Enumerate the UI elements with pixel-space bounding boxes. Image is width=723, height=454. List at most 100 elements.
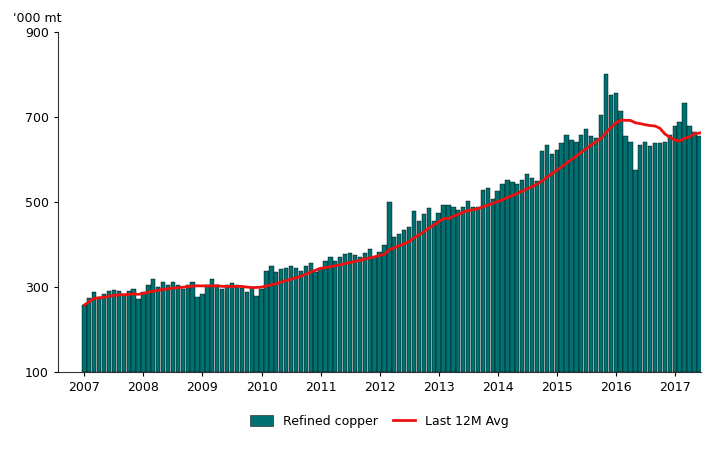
Bar [520, 180, 524, 372]
Bar [466, 201, 470, 372]
Bar [333, 261, 338, 372]
Bar [471, 207, 475, 372]
Bar [239, 288, 244, 372]
Bar [186, 285, 190, 372]
Bar [437, 212, 441, 372]
Bar [127, 291, 131, 372]
Bar [367, 249, 372, 372]
Bar [638, 144, 643, 372]
Bar [348, 253, 352, 372]
Bar [589, 136, 594, 372]
Text: '000 mt: '000 mt [13, 12, 61, 25]
Bar [604, 74, 608, 372]
Bar [254, 296, 259, 372]
Bar [584, 129, 589, 372]
Bar [688, 126, 692, 372]
Bar [461, 207, 466, 372]
Bar [343, 254, 347, 372]
Bar [594, 138, 598, 372]
Bar [318, 268, 322, 372]
Bar [121, 294, 126, 372]
Bar [97, 296, 101, 372]
Bar [220, 289, 224, 372]
Bar [416, 221, 421, 372]
Bar [392, 237, 396, 372]
Bar [717, 110, 721, 372]
Bar [683, 103, 687, 372]
Bar [505, 180, 510, 372]
Bar [314, 272, 318, 372]
Bar [269, 266, 273, 372]
Bar [249, 288, 254, 372]
Bar [540, 151, 544, 372]
Bar [422, 214, 426, 372]
Bar [382, 246, 387, 372]
Bar [692, 132, 696, 372]
Bar [648, 146, 652, 372]
Bar [195, 296, 200, 372]
Bar [338, 257, 343, 372]
Bar [87, 298, 92, 372]
Bar [672, 126, 677, 372]
Bar [579, 135, 583, 372]
Bar [628, 142, 633, 372]
Bar [176, 285, 180, 372]
Bar [102, 294, 106, 372]
Bar [515, 184, 520, 372]
Bar [574, 142, 578, 372]
Bar [614, 94, 618, 372]
Bar [677, 122, 682, 372]
Bar [116, 291, 121, 372]
Bar [235, 286, 239, 372]
Bar [427, 207, 431, 372]
Bar [289, 266, 294, 372]
Bar [161, 282, 166, 372]
Bar [500, 184, 505, 372]
Bar [569, 140, 573, 372]
Bar [432, 221, 436, 372]
Bar [171, 282, 175, 372]
Bar [599, 115, 603, 372]
Bar [565, 135, 569, 372]
Bar [230, 283, 234, 372]
Bar [451, 207, 455, 372]
Bar [623, 136, 628, 372]
Bar [560, 143, 564, 372]
Bar [446, 205, 450, 372]
Bar [151, 280, 155, 372]
Bar [722, 109, 723, 372]
Bar [702, 132, 706, 372]
Bar [112, 290, 116, 372]
Bar [190, 282, 194, 372]
Legend: Refined copper, Last 12M Avg: Refined copper, Last 12M Avg [244, 409, 515, 434]
Bar [495, 191, 500, 372]
Bar [402, 230, 406, 372]
Bar [244, 292, 249, 372]
Bar [284, 268, 288, 372]
Bar [328, 257, 333, 372]
Bar [82, 305, 87, 372]
Bar [304, 266, 308, 372]
Bar [92, 292, 96, 372]
Bar [137, 299, 141, 372]
Bar [388, 202, 392, 372]
Bar [530, 178, 534, 372]
Bar [667, 135, 672, 372]
Bar [549, 154, 554, 372]
Bar [210, 280, 215, 372]
Bar [260, 289, 264, 372]
Bar [535, 181, 539, 372]
Bar [643, 143, 647, 372]
Bar [555, 150, 559, 372]
Bar [618, 110, 623, 372]
Bar [323, 261, 328, 372]
Bar [200, 294, 205, 372]
Bar [486, 188, 490, 372]
Bar [146, 285, 150, 372]
Bar [309, 263, 313, 372]
Bar [132, 289, 136, 372]
Bar [658, 143, 662, 372]
Bar [397, 234, 401, 372]
Bar [663, 142, 667, 372]
Bar [166, 285, 170, 372]
